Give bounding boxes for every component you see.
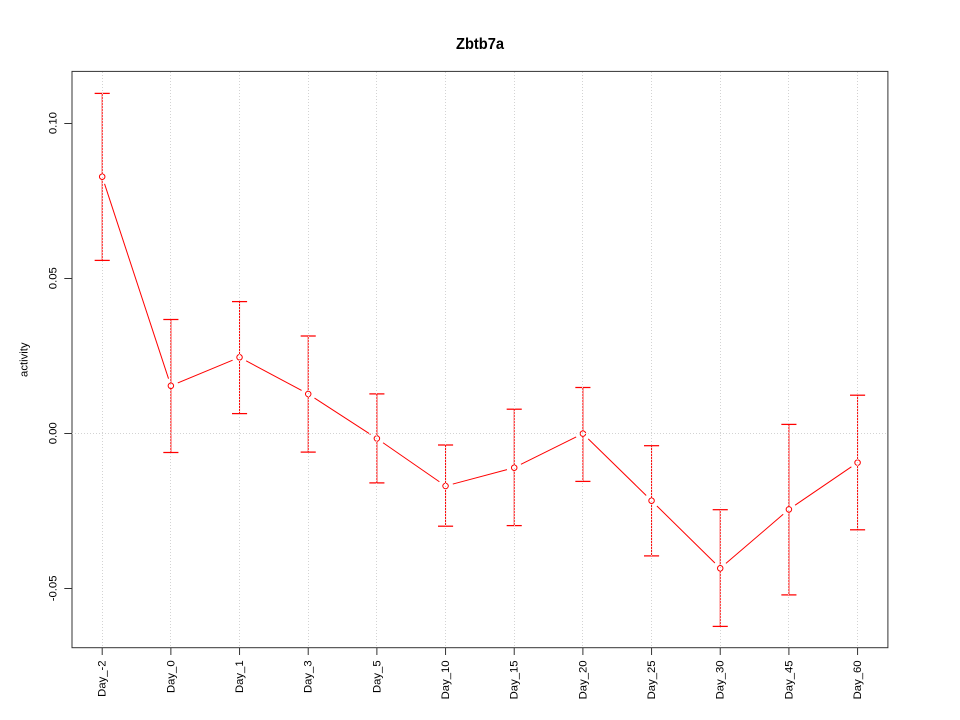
svg-text:Day_25: Day_25 bbox=[646, 660, 658, 699]
svg-text:Day_3: Day_3 bbox=[303, 660, 315, 693]
svg-text:Day_20: Day_20 bbox=[577, 660, 589, 699]
svg-text:Day_0: Day_0 bbox=[165, 660, 177, 693]
svg-text:Zbtb7a: Zbtb7a bbox=[456, 36, 504, 53]
svg-text:Day_10: Day_10 bbox=[440, 660, 452, 699]
svg-text:0.05: 0.05 bbox=[47, 267, 59, 289]
svg-text:0.10: 0.10 bbox=[47, 112, 59, 134]
svg-text:Day_60: Day_60 bbox=[852, 660, 864, 699]
svg-text:Day_-2: Day_-2 bbox=[97, 660, 109, 696]
svg-text:0.00: 0.00 bbox=[47, 422, 59, 444]
svg-text:Day_45: Day_45 bbox=[783, 660, 795, 699]
svg-text:activity: activity bbox=[19, 342, 31, 377]
svg-text:Day_5: Day_5 bbox=[371, 660, 383, 693]
svg-text:-0.05: -0.05 bbox=[47, 576, 59, 602]
svg-text:Day_30: Day_30 bbox=[715, 660, 727, 699]
svg-text:Day_15: Day_15 bbox=[509, 660, 521, 699]
svg-text:Day_1: Day_1 bbox=[234, 660, 246, 693]
